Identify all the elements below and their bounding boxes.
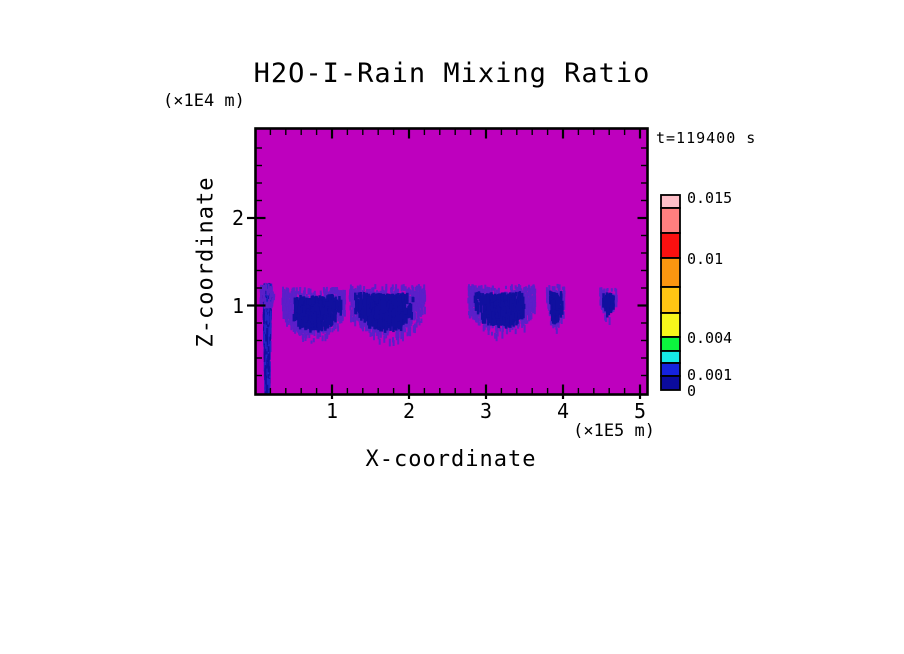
rain-cells [259, 282, 618, 394]
x-axis-unit-label: (×1E5 m) [573, 421, 655, 441]
y-tick-label-2: 2 [231, 206, 244, 230]
x-tick-label-1: 1 [325, 399, 339, 423]
time-annotation: t=119400 s [656, 129, 757, 147]
heatmap-field [255, 128, 648, 395]
plot-border [254, 127, 649, 396]
colorbar-segment-6 [660, 336, 681, 352]
colorbar-label-0.01: 0.01 [687, 250, 724, 268]
colorbar-segment-0 [660, 194, 681, 209]
axis-ticks [247, 129, 647, 399]
colorbar-segment-7 [660, 350, 681, 364]
colorbar-label-0.015: 0.015 [687, 189, 733, 207]
colorbar-segment-4 [660, 286, 681, 314]
colorbar-label-0.004: 0.004 [687, 329, 733, 347]
x-tick-label-5: 5 [633, 399, 647, 423]
colorbar-segment-2 [660, 232, 681, 259]
chart-title: H2O-I-Rain Mixing Ratio [253, 58, 651, 89]
x-tick-label-4: 4 [556, 399, 570, 423]
colorbar [660, 194, 681, 391]
x-tick-label-2: 2 [402, 399, 416, 423]
colorbar-label-0: 0 [687, 382, 697, 400]
colorbar-segment-9 [660, 375, 681, 391]
x-tick-label-3: 3 [479, 399, 493, 423]
colorbar-segment-1 [660, 207, 681, 234]
y-tick-label-1: 1 [231, 293, 244, 318]
colorbar-label-0.001: 0.001 [687, 366, 733, 384]
colorbar-segment-8 [660, 362, 681, 377]
y-axis-unit-label: (×1E4 m) [163, 91, 245, 111]
colorbar-segment-5 [660, 312, 681, 338]
x-axis-title: X-coordinate [365, 447, 537, 472]
y-axis-title: Z-coordinate [193, 176, 219, 348]
colorbar-segment-3 [660, 257, 681, 288]
